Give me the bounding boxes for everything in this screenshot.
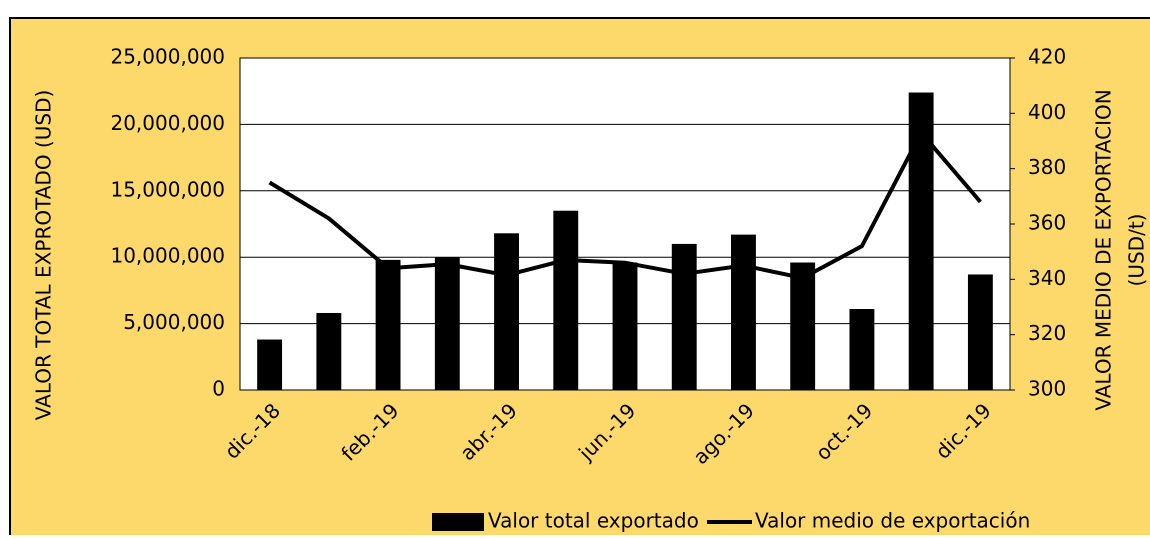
y-tick-label: 20,000,000 xyxy=(110,111,225,135)
bar xyxy=(316,312,342,390)
bar xyxy=(967,274,993,390)
bar xyxy=(434,257,460,390)
bar xyxy=(553,210,579,390)
y2-tick-label: 360 xyxy=(1028,211,1066,235)
bar xyxy=(494,233,519,390)
y2-axis-label: (USD/t) xyxy=(1125,214,1149,287)
bar xyxy=(375,259,401,390)
bar xyxy=(731,234,756,390)
bar xyxy=(908,92,934,390)
y-tick-label: 10,000,000 xyxy=(110,244,225,268)
legend-label: Valor total exportado xyxy=(488,509,699,533)
y2-tick-label: 400 xyxy=(1028,100,1066,124)
y2-tick-label: 420 xyxy=(1028,45,1066,69)
y2-tick-label: 340 xyxy=(1028,266,1066,290)
bar xyxy=(849,308,875,390)
line xyxy=(268,130,982,280)
y-tick-label: 25,000,000 xyxy=(110,45,225,69)
bar xyxy=(612,262,638,390)
y-axis-label: VALOR TOTAL EXPROTADO (USD) xyxy=(32,90,56,421)
legend-swatch xyxy=(432,513,484,531)
legend-label: Valor medio de exportación xyxy=(755,509,1030,533)
y-tick-label: 5,000,000 xyxy=(123,310,225,334)
bar xyxy=(790,262,816,390)
y2-tick-label: 380 xyxy=(1028,155,1066,179)
bar xyxy=(257,339,283,390)
y2-tick-label: 320 xyxy=(1028,321,1066,345)
y-tick-label: 15,000,000 xyxy=(110,177,225,201)
y2-tick-label: 300 xyxy=(1028,377,1066,401)
y-tick-label: 0 xyxy=(212,377,225,401)
bar xyxy=(671,243,697,390)
y2-axis-label: VALOR MEDIO DE EXPORTACION xyxy=(1092,89,1116,410)
